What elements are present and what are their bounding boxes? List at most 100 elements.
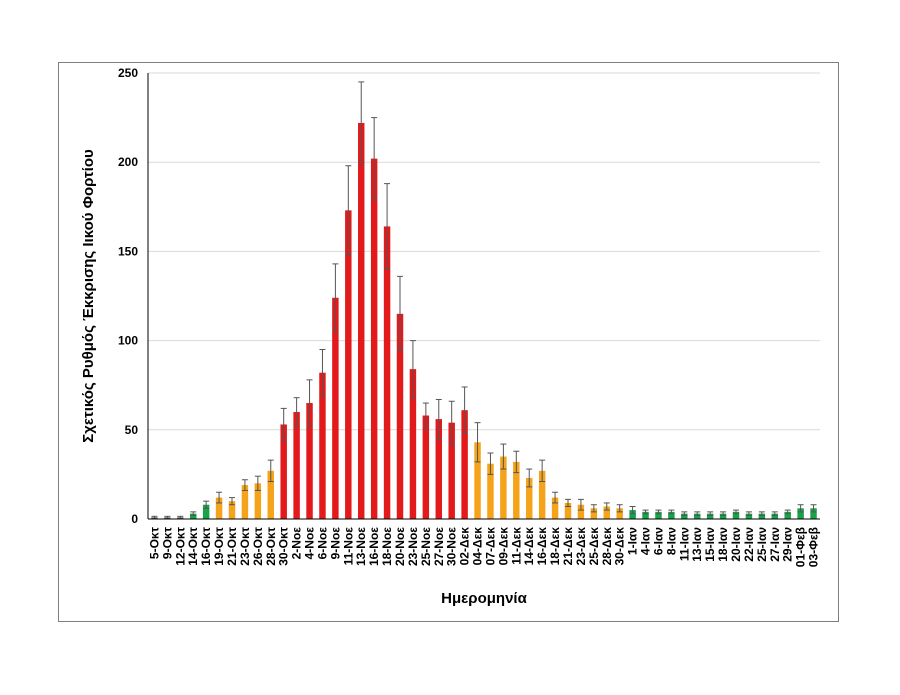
x-tick-label: 30-Οκτ (277, 526, 291, 565)
y-tick-label: 200 (118, 155, 138, 169)
x-tick-label: 8-Ιαν (664, 527, 678, 555)
x-tick-label: 27-Ιαν (768, 527, 782, 562)
x-tick-label: 5-Οκτ (147, 526, 161, 559)
bar (241, 485, 249, 519)
x-tick-label: 02-Δεκ (458, 527, 472, 566)
bar (538, 470, 546, 519)
bar (681, 513, 688, 519)
x-tick-label: 26-Οκτ (251, 526, 265, 565)
x-tick-label: 23-Δεκ (574, 527, 588, 566)
bar (383, 226, 391, 519)
y-axis-title: Σχετικός Ρυθμός Έκκρισης Ιικού Φορτίου (80, 149, 97, 443)
bar (797, 508, 804, 519)
y-tick-label: 150 (118, 244, 138, 258)
y-tick-label: 50 (125, 423, 139, 437)
bar (319, 372, 326, 519)
bar (215, 497, 223, 519)
bar (370, 158, 378, 519)
bar (655, 511, 662, 519)
bar (668, 511, 675, 519)
x-tick-label: 04-Δεκ (471, 527, 485, 566)
x-tick-label: 15-Ιαν (703, 527, 717, 562)
bar (758, 513, 766, 519)
bar (358, 122, 365, 520)
x-tick-label: 19-Οκτ (212, 526, 226, 565)
x-tick-label: 28-Δεκ (600, 527, 614, 566)
bar (706, 513, 714, 519)
bar (487, 463, 494, 519)
x-tick-label: 27-Νοε (432, 527, 446, 566)
bar (590, 508, 598, 519)
bar (500, 456, 507, 519)
x-tick-label: 2-Νοε (290, 527, 304, 560)
x-tick-label: 6-Νοε (315, 527, 329, 560)
x-tick-label: 18-Νοε (380, 527, 394, 566)
bar (719, 513, 727, 519)
bar (202, 504, 210, 519)
error-bars (151, 81, 817, 519)
x-tick-label: 9-Οκτ (160, 526, 174, 559)
x-tick-label: 07-Δεκ (483, 527, 497, 566)
x-tick-label: 20-Νοε (393, 527, 407, 566)
bar (784, 511, 791, 519)
bar (616, 508, 623, 519)
x-tick-label: 22-Ιαν (742, 527, 756, 562)
bar (396, 313, 404, 519)
bar (190, 513, 197, 519)
x-tick-label: 14-Οκτ (186, 526, 200, 565)
bar (629, 510, 636, 519)
y-tick-label: 100 (118, 334, 138, 348)
x-tick-label: 13-Ιαν (690, 527, 704, 562)
bars (151, 122, 817, 520)
x-tick-label: 9-Νοε (328, 527, 342, 560)
bar (564, 502, 572, 519)
x-tick-label: 30-Νοε (445, 527, 459, 566)
x-tick-label: 03-Φεβ (807, 527, 821, 567)
x-tick-label: 6-Ιαν (651, 527, 665, 555)
bar (461, 410, 468, 519)
x-axis-title: Ημερομηνία (441, 590, 527, 607)
x-tick-label: 11-Νοε (341, 527, 355, 566)
bar (228, 501, 236, 519)
x-tick-label: 25-Νοε (419, 527, 433, 566)
x-tick-label: 29-Ιαν (781, 527, 795, 562)
gridlines (148, 72, 820, 431)
bar (474, 442, 481, 519)
bar (771, 513, 778, 519)
bar (526, 477, 533, 519)
axes (147, 73, 820, 520)
x-tick-label: 25-Δεκ (587, 527, 601, 566)
x-tick-label: 30-Δεκ (613, 527, 627, 566)
x-tick-label: 25-Ιαν (755, 527, 769, 562)
bar (435, 419, 442, 519)
x-tick-label: 21-Δεκ (561, 527, 575, 566)
x-tick-label: 09-Δεκ (496, 527, 510, 566)
bar (267, 470, 274, 519)
x-tick-label: 23-Οκτ (238, 526, 252, 565)
x-tick-label: 4-Ιαν (639, 527, 653, 555)
bar (551, 497, 559, 519)
x-tick-label: 16-Οκτ (199, 526, 213, 565)
x-tick-label: 16-Νοε (367, 527, 381, 566)
chart-frame (58, 62, 839, 622)
x-tick-label: 11-Δεκ (509, 527, 523, 565)
x-tick-label: 20-Ιαν (729, 527, 743, 562)
x-tick-label: 18-Ιαν (716, 527, 730, 562)
bar (603, 506, 610, 519)
x-tick-label: 16-Δεκ (535, 527, 549, 566)
bar (293, 411, 300, 519)
bar (642, 511, 649, 519)
x-tick-label: 01-Φεβ (794, 527, 808, 567)
x-tick-label: 23-Νοε (406, 527, 420, 566)
x-tick-label: 13-Νοε (354, 527, 368, 566)
x-tick-label: 28-Οκτ (264, 526, 278, 565)
bar (448, 422, 455, 519)
bar (306, 403, 313, 519)
x-tick-label: 21-Οκτ (225, 526, 239, 565)
x-tick-label: 4-Νοε (303, 527, 317, 560)
bar (694, 513, 701, 519)
x-tick-label: 14-Δεκ (522, 527, 536, 566)
y-tick-label: 250 (118, 66, 138, 80)
x-tick-label: 18-Δεκ (548, 527, 562, 566)
